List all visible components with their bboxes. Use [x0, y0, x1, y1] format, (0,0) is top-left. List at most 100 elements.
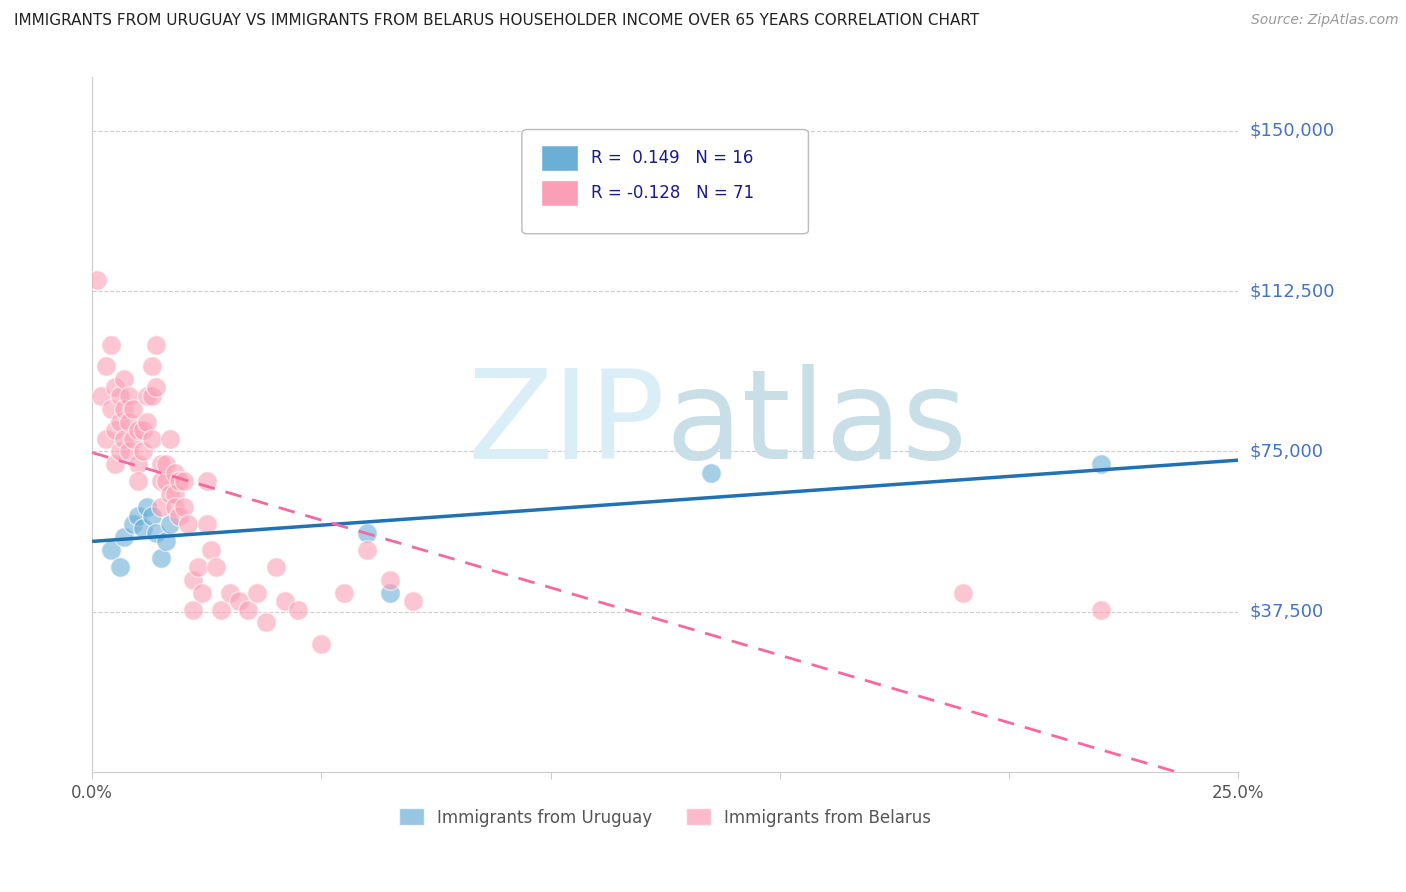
Point [122, 401, 145, 416]
Point [141, 432, 163, 446]
Point [94, 359, 117, 373]
Legend: Immigrants from Uruguay, Immigrants from Belarus: Immigrants from Uruguay, Immigrants from… [392, 802, 938, 833]
Point [112, 530, 135, 544]
Point [127, 475, 149, 489]
Point [145, 337, 167, 351]
FancyBboxPatch shape [522, 129, 808, 234]
Point [173, 475, 195, 489]
Point [136, 415, 159, 429]
Text: $37,500: $37,500 [1250, 603, 1323, 621]
Point [131, 521, 153, 535]
Point [118, 415, 141, 429]
Point [104, 457, 127, 471]
Point [173, 500, 195, 514]
Point [228, 594, 250, 608]
Point [90, 389, 112, 403]
Point [163, 487, 186, 501]
Point [169, 475, 191, 489]
Point [311, 637, 333, 651]
Point [127, 508, 149, 523]
Text: IMMIGRANTS FROM URUGUAY VS IMMIGRANTS FROM BELARUS HOUSEHOLDER INCOME OVER 65 YE: IMMIGRANTS FROM URUGUAY VS IMMIGRANTS FR… [14, 13, 980, 29]
Point [112, 401, 135, 416]
Point [402, 594, 425, 608]
Point [86, 273, 108, 287]
Point [104, 423, 127, 437]
Point [155, 475, 177, 489]
Point [94, 432, 117, 446]
Point [155, 457, 177, 471]
Point [378, 573, 401, 587]
Point [209, 602, 232, 616]
Point [149, 457, 172, 471]
Point [287, 602, 309, 616]
Point [149, 500, 172, 514]
Point [141, 359, 163, 373]
Point [127, 457, 149, 471]
Point [104, 380, 127, 394]
Point [100, 542, 122, 557]
Point [112, 432, 135, 446]
Point [952, 585, 974, 599]
Point [264, 560, 287, 574]
Text: $112,500: $112,500 [1250, 282, 1334, 301]
Point [163, 500, 186, 514]
Point [187, 560, 209, 574]
Point [118, 389, 141, 403]
Point [100, 401, 122, 416]
Point [108, 560, 131, 574]
Point [108, 389, 131, 403]
Text: R =  0.149   N = 16: R = 0.149 N = 16 [591, 149, 754, 167]
Point [1090, 602, 1112, 616]
Point [236, 602, 259, 616]
Point [108, 415, 131, 429]
Point [131, 423, 153, 437]
Text: atlas: atlas [665, 364, 967, 485]
Point [145, 525, 167, 540]
Point [159, 432, 181, 446]
Point [378, 585, 401, 599]
Point [136, 389, 159, 403]
Point [127, 423, 149, 437]
Point [100, 337, 122, 351]
Point [177, 517, 200, 532]
Text: $150,000: $150,000 [1250, 122, 1334, 140]
Point [700, 466, 723, 480]
Point [191, 585, 214, 599]
Point [200, 542, 222, 557]
Point [149, 551, 172, 566]
Point [141, 389, 163, 403]
FancyBboxPatch shape [541, 145, 578, 171]
Text: ZIP: ZIP [467, 364, 665, 485]
Point [112, 372, 135, 386]
Point [218, 585, 240, 599]
Point [131, 444, 153, 458]
Point [122, 517, 145, 532]
Point [205, 560, 228, 574]
Point [356, 525, 378, 540]
Point [195, 517, 218, 532]
Point [254, 615, 277, 630]
Point [155, 534, 177, 549]
Point [246, 585, 269, 599]
Point [118, 444, 141, 458]
Text: Source: ZipAtlas.com: Source: ZipAtlas.com [1251, 13, 1399, 28]
Point [181, 602, 204, 616]
Point [169, 508, 191, 523]
Point [356, 542, 378, 557]
Point [145, 380, 167, 394]
Point [136, 500, 159, 514]
Point [159, 487, 181, 501]
Point [149, 475, 172, 489]
Point [333, 585, 356, 599]
Point [181, 573, 204, 587]
Point [159, 517, 181, 532]
FancyBboxPatch shape [541, 179, 578, 206]
Point [163, 466, 186, 480]
Point [141, 508, 163, 523]
Point [108, 444, 131, 458]
Point [195, 475, 218, 489]
Point [273, 594, 295, 608]
Text: $75,000: $75,000 [1250, 442, 1323, 460]
Point [122, 432, 145, 446]
Point [1090, 457, 1112, 471]
